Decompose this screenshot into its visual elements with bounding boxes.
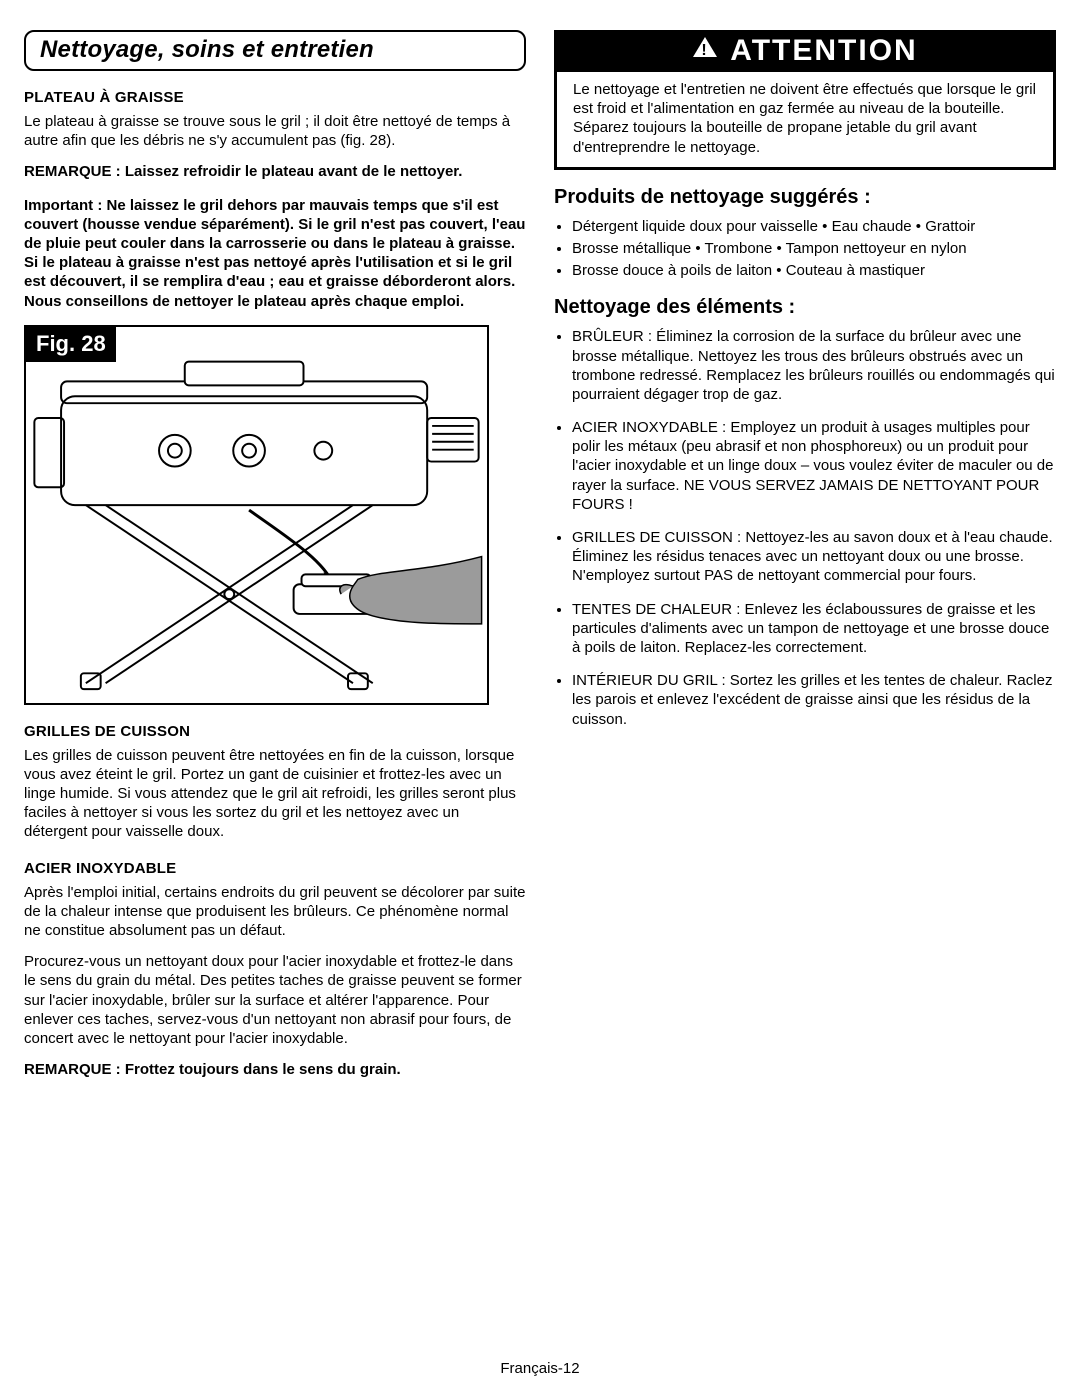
list-item: Détergent liquide doux pour vaisselle • … [572, 217, 1056, 236]
acier-note: REMARQUE : Frottez toujours dans le sens… [24, 1060, 526, 1079]
section-title: Nettoyage, soins et entretien [24, 30, 526, 71]
attention-body: Le nettoyage et l'entretien ne doivent ê… [557, 72, 1053, 167]
figure-28: Fig. 28 [24, 325, 489, 705]
acier-paragraph-1: Après l'emploi initial, certains endroit… [24, 883, 526, 941]
left-column: Nettoyage, soins et entretien PLATEAU À … [24, 30, 526, 1093]
warning-icon: ! [692, 36, 718, 64]
list-item: Brosse douce à poils de laiton • Couteau… [572, 261, 1056, 280]
grill-illustration [26, 327, 487, 703]
svg-text:!: ! [702, 42, 709, 58]
attention-header: ! ATTENTION [557, 33, 1053, 72]
list-item: BRÛLEUR : Éliminez la corrosion de la su… [572, 327, 1056, 404]
list-item: GRILLES DE CUISSON : Nettoyez-les au sav… [572, 528, 1056, 586]
plateau-paragraph: Le plateau à graisse se trouve sous le g… [24, 112, 526, 150]
products-list: Détergent liquide doux pour vaisselle • … [554, 217, 1056, 281]
list-item: Brosse métallique • Trombone • Tampon ne… [572, 239, 1056, 258]
columns: Nettoyage, soins et entretien PLATEAU À … [24, 30, 1056, 1093]
attention-label: ATTENTION [730, 34, 917, 68]
grilles-heading: GRILLES DE CUISSON [24, 723, 526, 740]
attention-box: ! ATTENTION Le nettoyage et l'entretien … [554, 30, 1056, 170]
products-heading: Produits de nettoyage suggérés : [554, 186, 1056, 209]
elements-heading: Nettoyage des éléments : [554, 296, 1056, 319]
page-footer: Français-12 [0, 1360, 1080, 1377]
grilles-paragraph: Les grilles de cuisson peuvent être nett… [24, 746, 526, 842]
list-item: TENTES DE CHALEUR : Enlevez les éclabous… [572, 600, 1056, 658]
right-column: ! ATTENTION Le nettoyage et l'entretien … [554, 30, 1056, 1093]
acier-paragraph-2: Procurez-vous un nettoyant doux pour l'a… [24, 952, 526, 1048]
plateau-important: Important : Ne laissez le gril dehors pa… [24, 196, 526, 311]
acier-heading: ACIER INOXYDABLE [24, 860, 526, 877]
plateau-heading: PLATEAU À GRAISSE [24, 89, 526, 106]
page: Nettoyage, soins et entretien PLATEAU À … [0, 0, 1080, 1397]
list-item: ACIER INOXYDABLE : Employez un produit à… [572, 418, 1056, 514]
elements-list: BRÛLEUR : Éliminez la corrosion de la su… [554, 327, 1056, 728]
plateau-note: REMARQUE : Laissez refroidir le plateau … [24, 162, 526, 181]
list-item: INTÉRIEUR DU GRIL : Sortez les grilles e… [572, 671, 1056, 729]
